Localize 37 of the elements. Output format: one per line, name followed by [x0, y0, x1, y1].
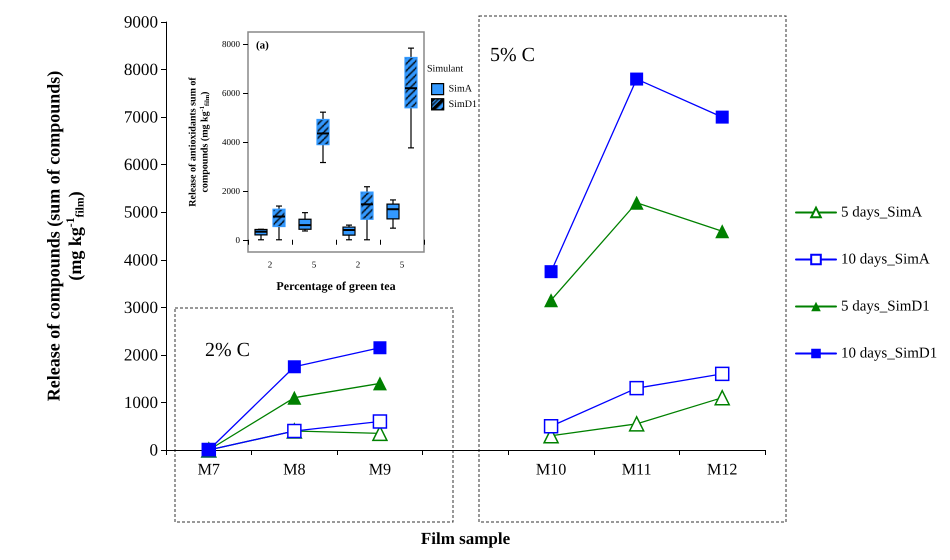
- y-tick-label: 6000: [124, 155, 158, 174]
- y-tick-label: 2000: [222, 186, 240, 196]
- y-tick-label: 4000: [124, 250, 158, 270]
- annotation: 5% C: [490, 44, 535, 66]
- annotation: (a): [256, 40, 270, 52]
- x-tick-label: 5: [312, 260, 317, 270]
- y-tick-label: 7000: [124, 108, 158, 127]
- legend-label: 10 days_SimD1: [841, 346, 938, 362]
- y-tick-label: 0: [149, 440, 158, 460]
- legend-label: SimA: [448, 84, 473, 95]
- x-axis-title: Percentage of green tea: [276, 279, 396, 293]
- x-tick-label: M12: [706, 462, 738, 478]
- annotation: 2% C: [205, 339, 250, 361]
- x-tick-label: M7: [198, 462, 220, 478]
- x-tick-label: M9: [368, 462, 392, 478]
- y-tick-label: 1000: [124, 392, 158, 412]
- legend-label: 5 days_SimA: [841, 204, 922, 220]
- legend-label: 5 days_SimD1: [841, 298, 930, 314]
- x-tick-label: 5: [400, 260, 405, 270]
- x-tick-label: 2: [356, 260, 360, 270]
- x-axis-title: Film sample: [420, 529, 511, 548]
- y-tick-label: 8000: [124, 60, 158, 80]
- y-tick-label: 2000: [124, 345, 158, 364]
- y-tick-label: 8000: [222, 39, 240, 50]
- legend-label: SimD1: [448, 98, 477, 110]
- y-tick-label: 3000: [124, 298, 158, 317]
- y-tick-label: 6000: [222, 88, 240, 98]
- y-tick-label: 4000: [222, 137, 240, 147]
- y-tick-label: 0: [236, 234, 240, 245]
- x-tick-label: M10: [536, 462, 566, 478]
- x-tick-label: M8: [283, 462, 306, 478]
- legend-label: 10 days_SimA: [841, 252, 930, 268]
- y-tick-label: 9000: [124, 12, 158, 32]
- x-tick-label: 2: [268, 260, 272, 270]
- x-tick-label: M11: [622, 462, 652, 478]
- legend-title: Simulant: [427, 64, 464, 74]
- y-tick-label: 5000: [124, 202, 158, 222]
